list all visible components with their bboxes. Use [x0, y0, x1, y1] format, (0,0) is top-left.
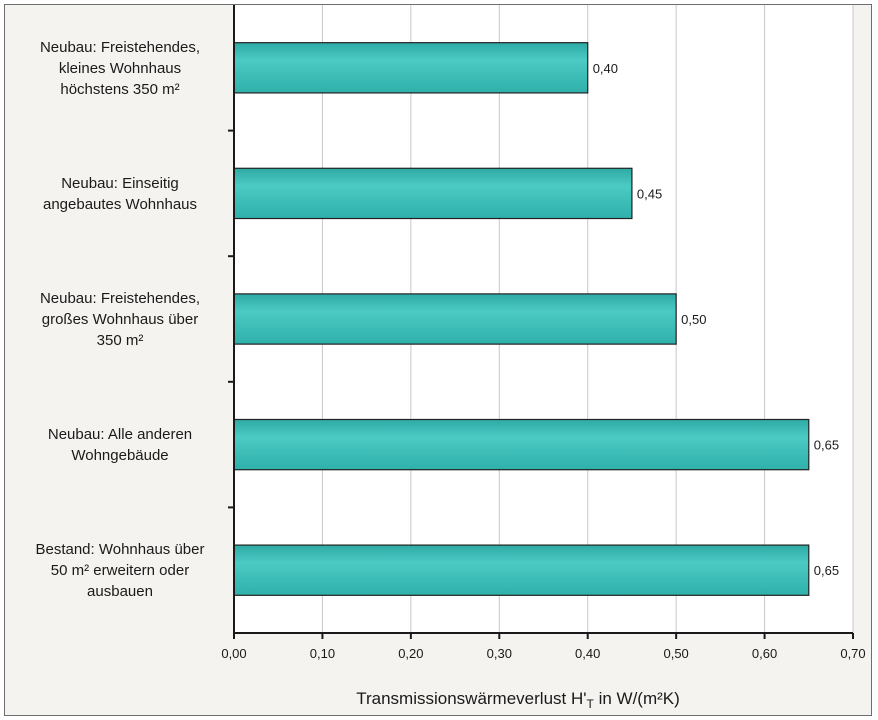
data-label: 0,45 [637, 186, 662, 201]
x-axis-title: Transmissionswärmeverlust H'T in W/(m²K) [356, 689, 680, 711]
x-tick-label: 0,10 [310, 646, 335, 661]
x-tick-label: 0,20 [398, 646, 423, 661]
x-tick-label: 0,40 [575, 646, 600, 661]
x-tick-label: 0,00 [221, 646, 246, 661]
x-tick-label: 0,70 [840, 646, 865, 661]
data-label: 0,40 [593, 61, 618, 76]
bar-chart: 0,00 0,10 0,20 0,30 0,40 0,50 0,60 0,70 0,40 Neub… [35, 5, 866, 711]
category-label: Neubau: Alle anderen Wohngebäude [48, 426, 192, 464]
data-label: 0,65 [814, 563, 839, 578]
axes [228, 5, 854, 639]
bar [233, 418, 810, 471]
data-label: 0,65 [814, 438, 839, 453]
bar [233, 167, 633, 220]
bar [233, 42, 589, 94]
bars [233, 42, 810, 596]
category-label: Neubau: Freistehendes, kleines Wohnhaus hö… [40, 39, 200, 98]
chart-frame: 0,00 0,10 0,20 0,30 0,40 0,50 0,60 0,70 0,40 Neub… [4, 4, 872, 716]
bar [233, 293, 677, 345]
data-label: 0,50 [681, 312, 706, 327]
x-tick-label: 0,60 [752, 646, 777, 661]
category-label: Neubau: Freistehendes, großes Wohnhaus üb… [40, 290, 200, 349]
category-label: Neubau: Einseitig angebautes Wohnhaus [43, 175, 197, 213]
labels: 0,00 0,10 0,20 0,30 0,40 0,50 0,60 0,70 0,40 Neub… [35, 39, 865, 661]
x-tick-label: 0,50 [663, 646, 688, 661]
x-tick-label: 0,30 [487, 646, 512, 661]
category-label: Bestand: Wohnhaus über 50 m² erweitern od… [35, 541, 204, 600]
bar [233, 544, 810, 596]
